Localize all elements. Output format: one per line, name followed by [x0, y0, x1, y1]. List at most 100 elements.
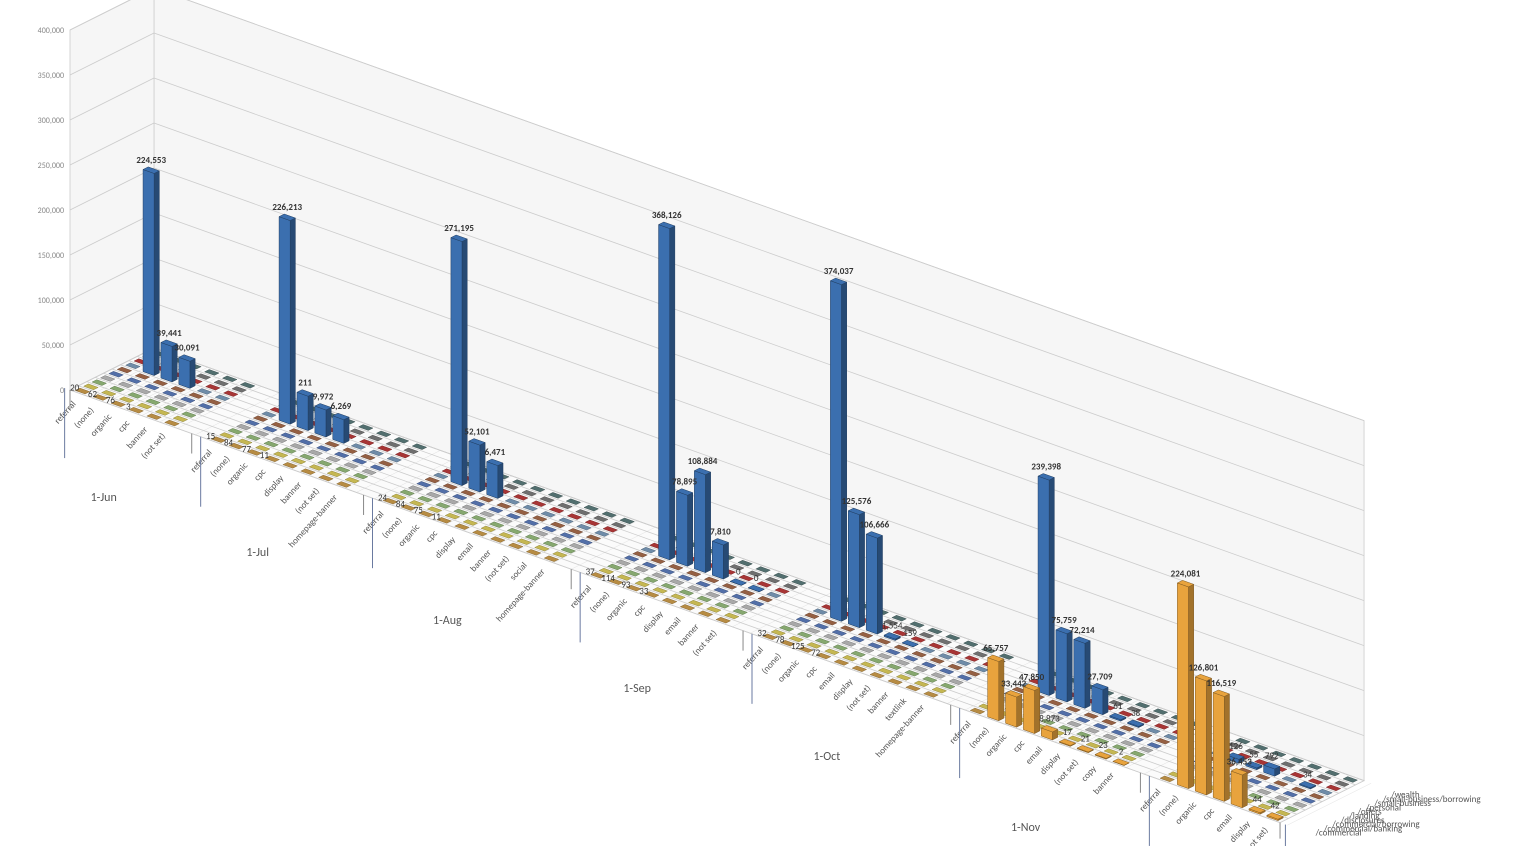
bar-value-label: 224,553: [136, 155, 166, 166]
floor-value-label: 33: [639, 586, 649, 597]
bar: [315, 403, 331, 437]
bar: [179, 355, 195, 389]
x-category-label: cpc: [1011, 738, 1028, 755]
chart-svg: 050,000100,000150,000200,000250,000300,0…: [0, 0, 1536, 846]
bar: [1006, 690, 1022, 727]
floor-value-label: 11: [432, 512, 442, 523]
bar-value-label: 7,810: [710, 526, 731, 537]
bar-value-label: 38: [1131, 708, 1141, 719]
bar-value-label: 6,471: [485, 447, 506, 458]
bar: [1092, 683, 1108, 715]
bar-value-label: 126: [1229, 741, 1243, 752]
x-category-label: cpc: [1201, 806, 1218, 823]
bar-value-label: 42: [1270, 801, 1280, 812]
floor-value-label: 20: [70, 382, 80, 393]
bar-value-label: 44: [1253, 794, 1263, 805]
floor-value-label: 72: [811, 647, 821, 658]
x-category-label: email: [1213, 812, 1235, 834]
bar-value-label: 368,126: [652, 210, 682, 221]
x-category-label: cpc: [424, 528, 441, 545]
y-tick-label: 200,000: [38, 206, 64, 216]
x-category-label: email: [662, 615, 684, 637]
month-label: 1-Aug: [433, 614, 462, 628]
bar-value-label: 159: [903, 628, 917, 639]
bar: [279, 214, 295, 424]
floor-value-label: 11: [260, 450, 270, 461]
bar-value-label: 125,576: [842, 496, 872, 507]
bar: [676, 489, 692, 567]
bar-value-label: 27,709: [1087, 671, 1113, 682]
bar: [143, 167, 159, 376]
bar-value-label: 6,269: [331, 401, 352, 412]
bar: [1231, 768, 1247, 807]
floor-value-label: 114: [601, 573, 615, 584]
bar-value-label: 116,519: [1206, 678, 1236, 689]
floor-value-label: 62: [88, 389, 98, 400]
floor-value-label: 3: [126, 402, 131, 413]
floor-value-label: 77: [242, 444, 252, 455]
floor-value-label: 32: [757, 628, 767, 639]
floor-value-label: 76: [106, 395, 116, 406]
bar-value-label: 8,873: [1039, 713, 1060, 724]
bar: [333, 413, 349, 443]
bar-value-label: 271,195: [444, 223, 474, 234]
bar: [1213, 690, 1229, 801]
x-category-label: email: [816, 670, 838, 692]
bar-value-label: 108,884: [688, 456, 718, 467]
bar-value-label: 126,801: [1189, 662, 1219, 673]
bar-value-label: 226,213: [272, 202, 302, 213]
bar-value-label: 65,757: [983, 643, 1009, 654]
bar-value-label: 0: [754, 573, 759, 584]
bar-value-label: 78,895: [672, 477, 698, 488]
bar-value-label: 21: [1081, 733, 1091, 744]
bar-value-label: 211: [298, 378, 312, 389]
month-label: 1-Sep: [623, 682, 651, 696]
floor-value-label: 93: [621, 579, 631, 590]
bar: [1177, 580, 1193, 788]
bar: [469, 439, 485, 492]
bar-value-label: 34: [1303, 769, 1313, 780]
bar-value-label: 47,850: [1019, 672, 1045, 683]
month-label: 1-Nov: [1011, 821, 1041, 835]
month-label: 1-Oct: [813, 750, 840, 764]
bar: [1038, 474, 1054, 696]
bar-value-label: 239,398: [1031, 462, 1061, 473]
x-category-label: email: [1023, 744, 1045, 766]
x-category-label: email: [454, 541, 476, 563]
bar-value-label: 61: [1113, 701, 1123, 712]
y-tick-label: 400,000: [38, 26, 64, 36]
x-category-label: social: [508, 560, 530, 583]
bar: [830, 278, 846, 621]
floor-value-label: 15: [206, 431, 216, 442]
bar: [1056, 627, 1072, 702]
bar-value-label: 224,081: [1171, 568, 1201, 579]
floor-value-label: 125: [791, 641, 805, 652]
bar: [297, 390, 313, 431]
x-category-label: cpc: [252, 467, 269, 484]
chart-3d-container: 050,000100,000150,000200,000250,000300,0…: [0, 0, 1536, 846]
bar-value-label: 23: [1099, 740, 1109, 751]
bar-value-label: 30,091: [174, 343, 200, 354]
bar: [659, 222, 675, 560]
floor-value-label: 75: [414, 505, 424, 516]
bar-value-label: 72,214: [1069, 625, 1095, 636]
floor-value-label: 37: [586, 567, 596, 578]
z-category-label: /wealth: [1390, 790, 1420, 801]
x-category-label: cpc: [116, 418, 133, 435]
bar-value-label: 39,441: [157, 328, 183, 339]
y-tick-label: 100,000: [38, 296, 64, 306]
bar: [1195, 674, 1211, 795]
bar-value-label: 1,554: [882, 621, 903, 632]
month-label: 1-Jul: [246, 546, 269, 560]
y-tick-label: 350,000: [38, 71, 64, 81]
bar-value-label: 0: [736, 567, 741, 578]
x-category-label: cpc: [631, 602, 648, 619]
y-tick-label: 150,000: [38, 251, 64, 261]
bar: [712, 538, 728, 579]
y-tick-label: 300,000: [38, 116, 64, 126]
bar: [866, 532, 882, 635]
y-tick-label: 250,000: [38, 161, 64, 171]
bar-value-label: 36,453: [1227, 756, 1253, 767]
bar-value-label: 52,101: [464, 427, 490, 438]
bar-value-label: 374,037: [824, 266, 854, 277]
